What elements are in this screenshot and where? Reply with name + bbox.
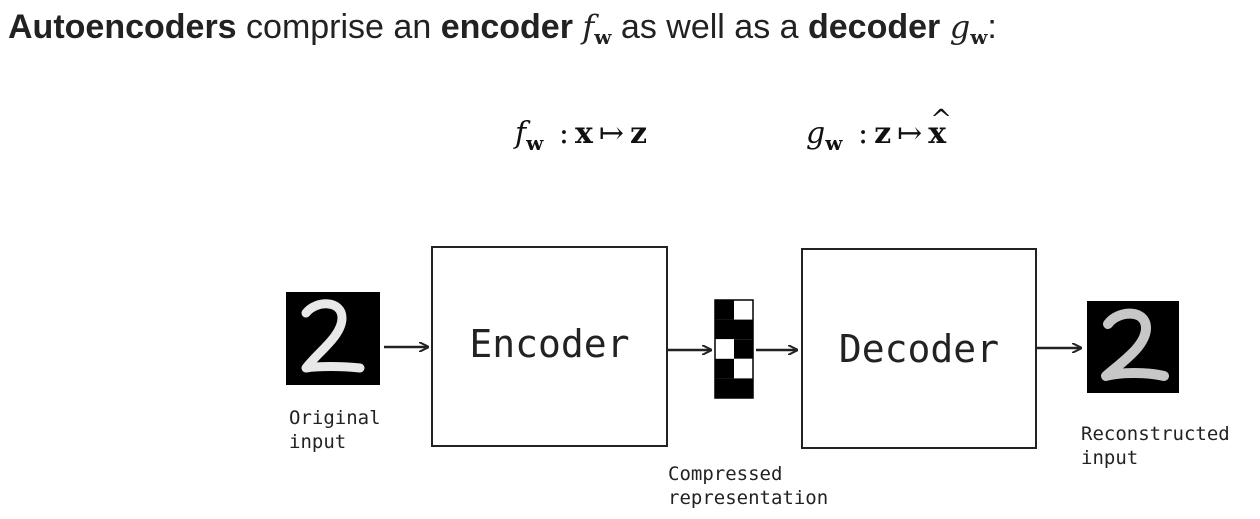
code-cell [734,339,753,359]
decoder-formula-input: z [874,116,892,151]
original-input-label: Original input [289,407,392,453]
decoder-formula-output: ^ x [928,105,952,154]
code-border [714,299,754,399]
encoder-label: Encoder [469,322,629,366]
code-cell [715,378,734,398]
encoder-formula: fw : x ↦ z [515,114,647,163]
reconstructed-input-label: Reconstructed input [1081,423,1241,469]
decoder-formula-hat: ^ [930,105,953,135]
compressed-representation-label: Compressed representation [668,463,828,509]
original-input-label-line2: input [289,431,346,453]
decoder-formula-arrow: ↦ [897,116,923,151]
heading-autoencoders: Autoencoders [8,8,237,46]
compressed-representation [714,299,754,399]
heading-text-as-well-as: as well as a [611,8,808,46]
slide-heading: Autoencoders comprise an encoder fw as w… [8,7,997,57]
encoder-formula-output: z [630,116,648,151]
decoder-formula-func: g [806,116,826,151]
code-cell [734,378,753,398]
original-input-label-line1: Original [289,407,381,429]
heading-encoder: encoder [440,8,573,46]
encoder-formula-colon: : [558,116,569,151]
compressed-label-line2: representation [668,487,828,509]
heading-decoder-symbol: g [949,8,971,46]
decoder-formula-output-letter: x [928,116,947,151]
code-cell [734,300,753,320]
code-cell [734,358,753,379]
heading-decoder: decoder [808,8,941,46]
encoder-box [431,246,668,447]
reconstructed-label-line1: Reconstructed [1081,423,1230,445]
heading-encoder-subscript: w [594,25,612,49]
reconstructed-label-line2: input [1081,447,1138,469]
heading-decoder-subscript: w [970,25,988,49]
decoder-formula-colon: : [857,116,869,151]
reconstructed-input-image [1087,301,1179,393]
encoder-formula-input: x [574,116,593,151]
code-cell [715,339,734,359]
heading-encoder-symbol: f [582,8,595,46]
compressed-label-line1: Compressed [668,463,782,485]
heading-text-comprise: comprise an [236,8,441,46]
decoder-formula-sub: w [825,131,843,155]
encoder-formula-func: f [515,116,527,151]
code-cell [734,319,753,340]
heading-colon: : [987,8,997,46]
decoder-formula: gw : z ↦ ^ x [806,105,952,163]
code-cell [715,300,734,320]
code-cell [715,319,734,340]
encoder-formula-arrow: ↦ [598,116,625,151]
encoder-formula-sub: w [526,131,544,155]
code-cell [715,358,734,379]
original-input-image [286,292,380,385]
decoder-label: Decoder [839,327,999,371]
